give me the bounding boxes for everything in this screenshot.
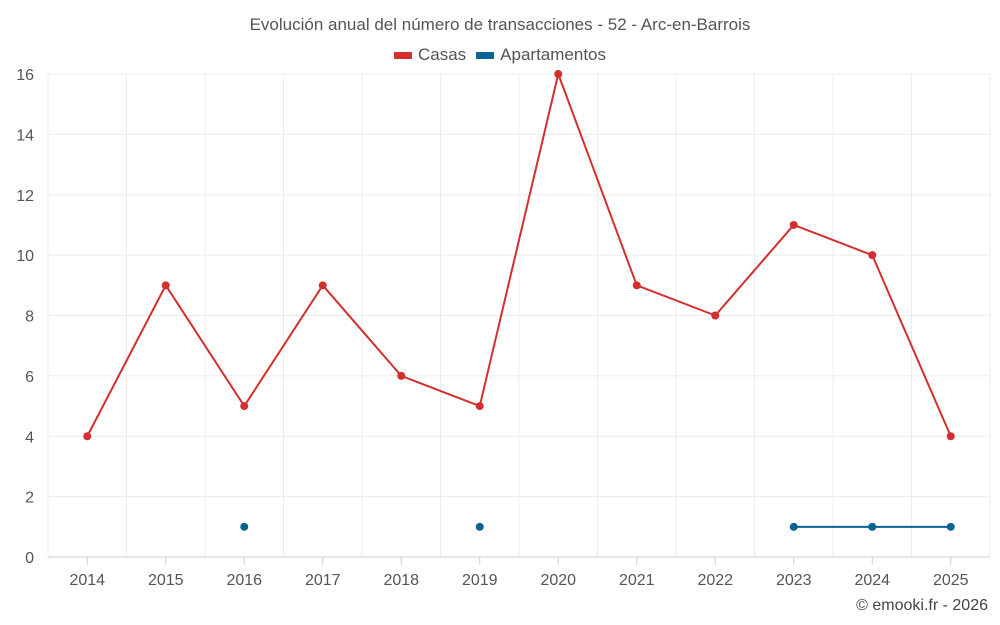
x-tick-label: 2019 bbox=[462, 572, 498, 589]
data-point-casas bbox=[868, 251, 877, 260]
data-point-casas bbox=[161, 281, 170, 290]
y-tick-label: 2 bbox=[25, 490, 34, 507]
data-point-apartamentos bbox=[240, 522, 249, 531]
series-line-casas bbox=[714, 223, 795, 317]
series-line-casas bbox=[478, 73, 560, 408]
series-line-casas bbox=[557, 73, 638, 287]
x-tick-label: 2018 bbox=[383, 572, 419, 589]
data-point-casas bbox=[83, 432, 92, 441]
series-line-casas bbox=[321, 284, 403, 377]
x-tick-label: 2025 bbox=[933, 572, 969, 589]
data-point-casas bbox=[397, 371, 406, 380]
series-line-casas bbox=[243, 284, 324, 408]
series-line-casas bbox=[871, 254, 952, 438]
data-point-casas bbox=[711, 311, 720, 320]
x-tick-label: 2014 bbox=[69, 572, 105, 589]
legend-label-casas: Casas bbox=[417, 45, 467, 64]
data-point-casas bbox=[946, 432, 955, 441]
x-tick-label: 2017 bbox=[305, 572, 341, 589]
data-point-casas bbox=[475, 402, 484, 411]
data-point-casas bbox=[318, 281, 327, 290]
series-line-casas bbox=[164, 284, 246, 408]
x-tick-label: 2021 bbox=[619, 572, 655, 589]
chart-title: Evolución anual del número de transaccio… bbox=[249, 15, 751, 34]
series-line-casas bbox=[635, 284, 717, 317]
data-point-casas bbox=[632, 281, 641, 290]
y-tick-label: 0 bbox=[25, 550, 34, 567]
series-line-casas bbox=[86, 284, 167, 438]
legend-swatch-apartamentos bbox=[476, 51, 495, 59]
data-point-apartamentos bbox=[789, 522, 798, 531]
series-line-casas bbox=[792, 223, 874, 257]
x-tick-label: 2020 bbox=[540, 572, 576, 589]
legend-item-casas[interactable]: Casas bbox=[393, 45, 467, 65]
y-tick-label: 8 bbox=[25, 309, 34, 326]
series-line-casas bbox=[400, 374, 481, 408]
x-tick-label: 2016 bbox=[226, 572, 262, 589]
x-tick-label: 2022 bbox=[697, 572, 733, 589]
x-tick-label: 2023 bbox=[776, 572, 812, 589]
data-point-casas bbox=[554, 70, 563, 78]
legend-item-apartamentos[interactable]: Apartamentos bbox=[476, 45, 606, 65]
data-point-apartamentos bbox=[868, 522, 877, 531]
data-point-casas bbox=[240, 402, 249, 411]
data-point-apartamentos bbox=[946, 522, 955, 531]
data-point-casas bbox=[789, 220, 798, 229]
y-tick-label: 6 bbox=[25, 369, 34, 386]
y-tick-label: 4 bbox=[25, 429, 34, 446]
data-point-apartamentos bbox=[475, 522, 484, 531]
legend: Casas Apartamentos bbox=[0, 45, 1000, 65]
y-tick-label: 12 bbox=[16, 188, 34, 205]
y-tick-label: 16 bbox=[16, 67, 34, 84]
y-tick-label: 14 bbox=[16, 127, 34, 144]
x-tick-label: 2024 bbox=[854, 572, 890, 589]
legend-swatch-casas bbox=[393, 51, 412, 59]
x-tick-label: 2015 bbox=[148, 572, 184, 589]
y-tick-label: 10 bbox=[16, 248, 34, 265]
legend-label-apartamentos: Apartamentos bbox=[500, 45, 607, 64]
footer-credit: © emooki.fr - 2026 bbox=[856, 597, 988, 614]
